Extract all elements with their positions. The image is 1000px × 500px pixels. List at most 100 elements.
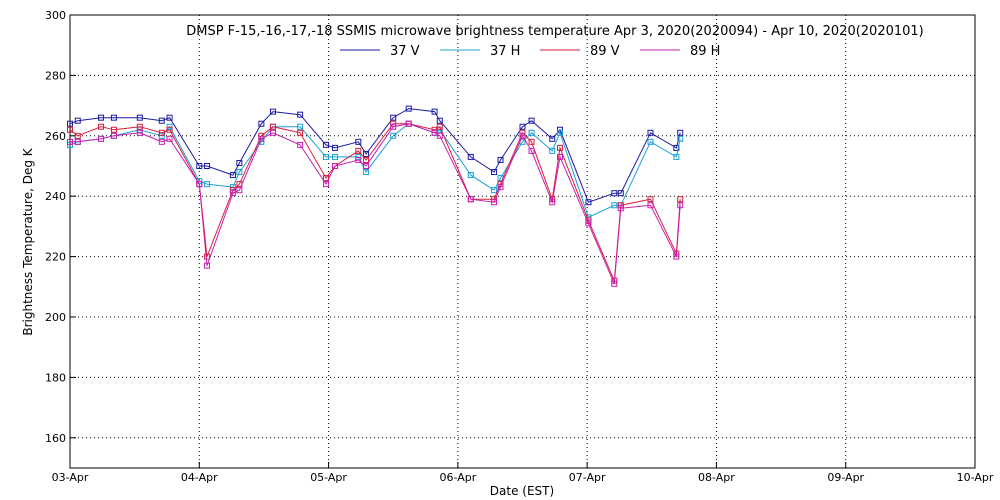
data-point <box>677 202 684 209</box>
data-point <box>405 120 412 127</box>
data-point <box>677 135 684 142</box>
data-point <box>98 135 105 142</box>
data-point <box>491 169 498 176</box>
data-point <box>363 163 370 169</box>
data-point <box>110 132 117 139</box>
data-point <box>491 199 498 206</box>
legend: 37 V 37 H 89 V 89 H <box>340 44 720 59</box>
series-37-v <box>67 105 684 206</box>
data-point <box>269 123 276 130</box>
data-point <box>229 190 236 197</box>
y-tick-label: 300 <box>45 9 66 22</box>
data-point <box>436 117 443 124</box>
data-point <box>204 253 211 260</box>
data-point <box>74 117 81 124</box>
data-point <box>136 114 143 121</box>
data-point <box>258 120 265 127</box>
legend-label: 89 V <box>590 44 620 59</box>
data-point <box>363 150 370 157</box>
data-point <box>269 129 276 136</box>
data-point <box>204 163 211 169</box>
data-point <box>158 117 165 124</box>
series-layer <box>67 105 684 287</box>
data-point <box>611 190 618 197</box>
y-tick-label: 240 <box>45 190 66 203</box>
data-point <box>390 123 397 130</box>
x-tick-label: 06-Apr <box>439 471 476 484</box>
data-point <box>322 141 329 148</box>
data-point <box>110 126 117 133</box>
data-point <box>258 135 265 142</box>
chart-title: DMSP F-15,-16,-17,-18 SSMIS microwave br… <box>186 24 924 39</box>
legend-label: 89 H <box>690 44 720 59</box>
data-point <box>617 190 624 197</box>
data-point <box>390 114 397 121</box>
y-tick-label: 280 <box>45 69 66 82</box>
data-point <box>611 202 618 209</box>
data-point <box>405 105 412 112</box>
data-point <box>136 126 143 133</box>
series-89-h <box>67 120 684 287</box>
data-point <box>363 169 370 176</box>
data-point <box>617 202 624 209</box>
data-point <box>322 181 329 188</box>
data-point <box>436 123 443 130</box>
data-point <box>549 135 556 142</box>
data-point <box>467 172 474 179</box>
data-point <box>166 114 173 121</box>
data-point <box>528 147 535 154</box>
data-point <box>673 253 680 260</box>
data-point <box>236 169 243 176</box>
x-axis: 03-Apr 04-Apr 05-Apr 06-Apr 07-Apr 08-Apr 09-A… <box>52 462 994 484</box>
data-point <box>297 123 304 130</box>
y-axis-label: Brightness Temperature, Deg K <box>21 147 35 335</box>
y-tick-label: 200 <box>45 311 66 324</box>
data-point <box>74 132 81 139</box>
data-point <box>355 156 362 163</box>
legend-item: 89 H <box>640 44 720 59</box>
data-point <box>467 153 474 160</box>
data-point <box>110 114 117 121</box>
data-point <box>611 280 618 287</box>
data-point <box>166 126 173 133</box>
data-point <box>647 138 654 145</box>
data-point <box>497 184 504 191</box>
x-tick-label: 05-Apr <box>310 471 347 484</box>
data-point <box>436 132 443 139</box>
data-point <box>431 126 438 133</box>
data-point <box>467 196 474 203</box>
legend-item: 89 V <box>540 44 620 59</box>
data-point <box>332 144 339 151</box>
data-point <box>322 153 329 160</box>
legend-label: 37 H <box>490 44 520 59</box>
y-tick-label: 220 <box>45 251 66 264</box>
legend-label: 37 V <box>390 44 420 59</box>
data-point <box>67 126 73 133</box>
data-point <box>297 111 304 118</box>
y-tick-label: 260 <box>45 130 66 143</box>
data-point <box>647 129 654 136</box>
data-point <box>528 117 535 124</box>
data-point <box>67 120 73 127</box>
data-point <box>647 196 654 203</box>
data-point <box>98 114 105 121</box>
data-point <box>269 108 276 115</box>
data-point <box>136 123 143 130</box>
data-point <box>158 138 165 145</box>
plot-frame <box>69 14 976 469</box>
x-tick-label: 07-Apr <box>569 471 606 484</box>
x-tick-label: 03-Apr <box>52 471 89 484</box>
data-point <box>158 129 165 136</box>
data-point <box>519 123 526 130</box>
data-point <box>74 138 81 145</box>
legend-item: 37 H <box>440 44 520 59</box>
data-point <box>355 153 362 160</box>
data-point <box>67 141 73 148</box>
data-point <box>166 123 173 130</box>
data-point <box>332 163 339 169</box>
data-point <box>491 187 498 194</box>
x-tick-label: 09-Apr <box>827 471 864 484</box>
legend-item: 37 V <box>340 44 420 59</box>
data-point <box>585 220 592 227</box>
